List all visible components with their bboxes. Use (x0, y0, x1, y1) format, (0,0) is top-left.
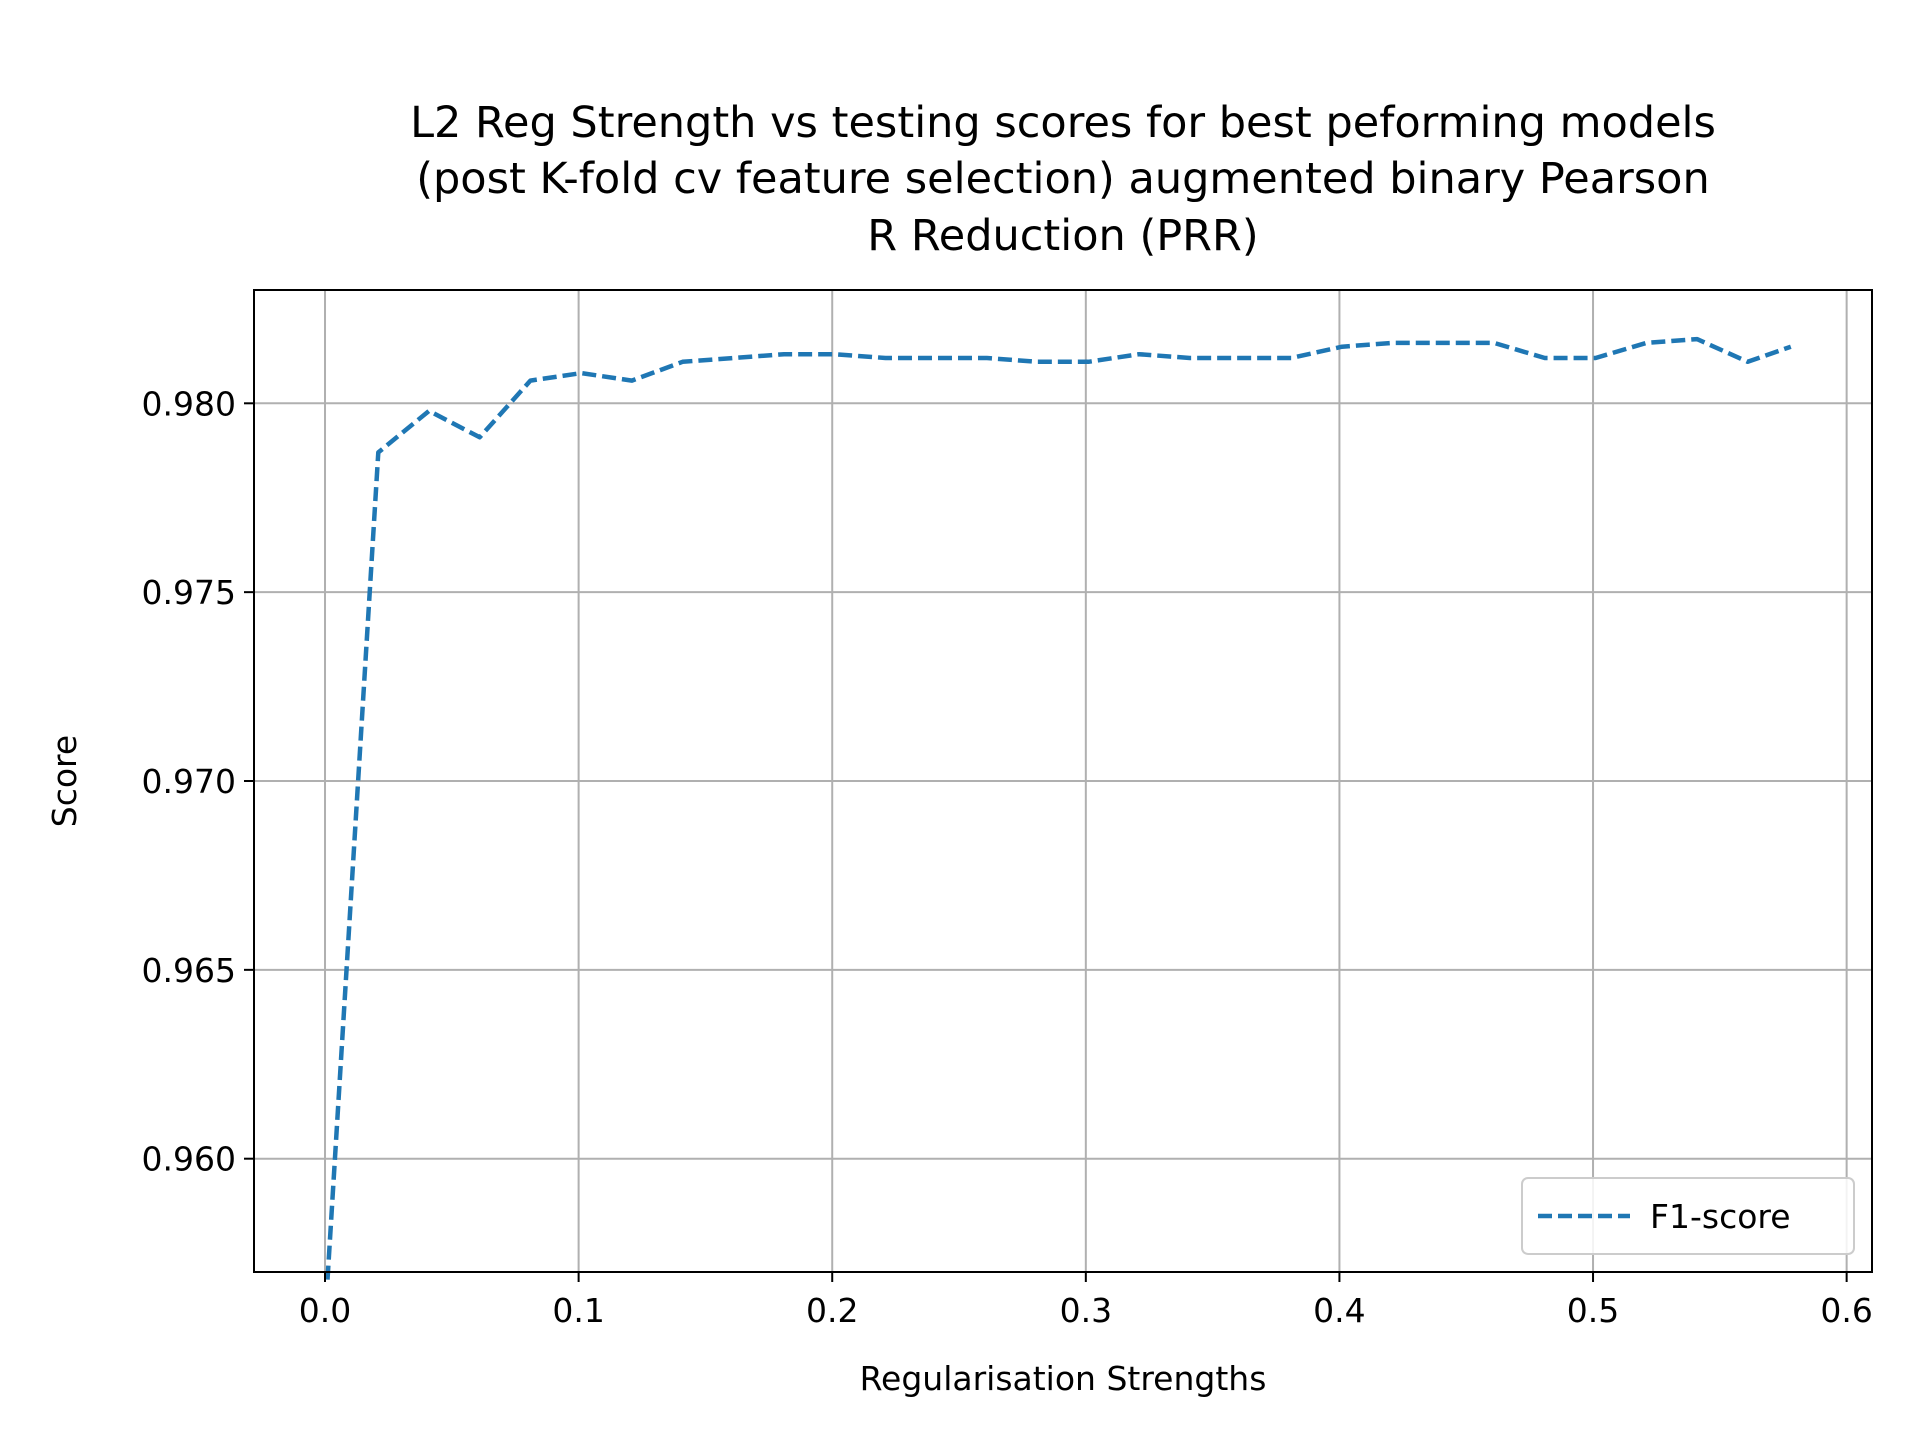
y-tick-label: 0.980 (142, 384, 236, 423)
y-tick-label: 0.970 (142, 762, 236, 801)
y-axis-label: Score (45, 735, 84, 827)
series-line-f1-score (328, 339, 1791, 1280)
x-axis-label: Regularisation Strengths (860, 1359, 1267, 1398)
y-tick-label: 0.975 (142, 573, 236, 612)
x-tick-label: 0.2 (806, 1291, 858, 1330)
x-tick-label: 0.5 (1567, 1291, 1619, 1330)
chart-title-line: L2 Reg Strength vs testing scores for be… (410, 98, 1716, 148)
x-tick-label: 0.0 (299, 1291, 351, 1330)
chart-title-line: (post K-fold cv feature selection) augme… (416, 154, 1710, 204)
series-group (328, 339, 1791, 1280)
x-tick-label: 0.1 (552, 1291, 604, 1330)
legend: F1-score (1522, 1178, 1854, 1254)
chart-title-line: R Reduction (PRR) (867, 211, 1258, 261)
x-tick-label: 0.6 (1820, 1291, 1872, 1330)
x-tick-label: 0.4 (1313, 1291, 1365, 1330)
legend-label: F1-score (1650, 1197, 1791, 1236)
y-tick-label: 0.960 (142, 1140, 236, 1179)
chart-title: L2 Reg Strength vs testing scores for be… (410, 98, 1716, 261)
y-tick-label: 0.965 (142, 951, 236, 990)
x-tick-label: 0.3 (1060, 1291, 1112, 1330)
x-axis-ticks: 0.0 0.1 0.2 0.3 0.4 0.5 0.6 (299, 1272, 1873, 1330)
grid-lines (254, 290, 1872, 1272)
y-axis-ticks: 0.960 0.965 0.970 0.975 0.980 (142, 384, 254, 1178)
